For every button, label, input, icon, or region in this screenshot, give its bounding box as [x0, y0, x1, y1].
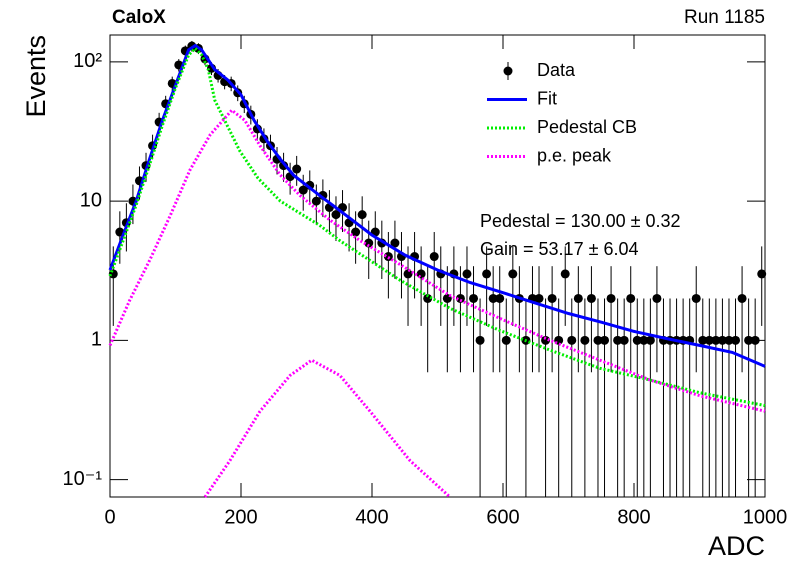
data-point: [495, 293, 505, 303]
legend-label: Data: [537, 60, 576, 80]
data-point: [586, 293, 596, 303]
data-point: [613, 335, 623, 345]
data-point: [580, 335, 590, 345]
x-tick-label: 800: [617, 506, 650, 528]
data-point: [298, 185, 308, 195]
data-point: [652, 293, 662, 303]
data-point: [606, 293, 616, 303]
data-point: [573, 293, 583, 303]
data-point: [711, 335, 721, 345]
data-point: [482, 269, 492, 279]
data-point: [724, 335, 734, 345]
x-axis-label: ADC: [708, 531, 765, 561]
data-point: [469, 293, 479, 303]
data-point: [488, 293, 498, 303]
legend-label: Fit: [537, 88, 557, 108]
curve: [108, 108, 766, 499]
y-axis-label: Events: [21, 35, 51, 118]
chart-title: CaloX: [112, 7, 166, 28]
curve: [108, 43, 766, 368]
data-point: [567, 335, 577, 345]
data-point: [600, 335, 610, 345]
data-point: [626, 293, 636, 303]
y-tick-label: 10²: [73, 50, 102, 72]
x-tick-label: 1000: [743, 506, 788, 528]
data-point: [691, 293, 701, 303]
data-point: [547, 293, 557, 303]
data-point: [403, 269, 413, 279]
y-tick-label: 10: [80, 189, 102, 211]
data-point: [311, 196, 321, 206]
y-tick-label: 1: [91, 329, 102, 351]
legend-swatch: [503, 66, 513, 76]
data-point: [357, 210, 367, 220]
annotation: Gain = 53.17 ± 6.04: [480, 239, 639, 259]
data-point: [619, 335, 629, 345]
data-point: [541, 335, 551, 345]
x-tick-label: 0: [104, 506, 115, 528]
data-point: [462, 269, 472, 279]
data-point: [698, 335, 708, 345]
data-point: [383, 252, 393, 262]
data-point: [717, 335, 727, 345]
data-point: [508, 269, 518, 279]
data-point: [364, 238, 374, 248]
data-point: [744, 335, 754, 345]
x-tick-label: 200: [224, 506, 257, 528]
legend-label: p.e. peak: [537, 145, 612, 165]
data-point: [560, 269, 570, 279]
data-point: [632, 335, 642, 345]
curve: [108, 46, 766, 408]
x-tick-label: 400: [355, 506, 388, 528]
data-point: [292, 164, 302, 174]
annotation: Pedestal = 130.00 ± 0.32: [480, 211, 681, 231]
plot-frame: [109, 34, 766, 498]
data-point: [593, 335, 603, 345]
data-point: [501, 335, 511, 345]
data-point: [390, 238, 400, 248]
y-tick-label: 10⁻¹: [63, 468, 103, 490]
data-point: [351, 227, 361, 237]
data-point: [534, 293, 544, 303]
data-point: [757, 269, 767, 279]
data-point: [475, 335, 485, 345]
data-point: [423, 293, 433, 303]
data-point: [331, 210, 341, 220]
data-point: [731, 335, 741, 345]
data-point: [737, 293, 747, 303]
data-point: [639, 335, 649, 345]
legend-label: Pedestal CB: [537, 117, 637, 137]
x-tick-label: 600: [486, 506, 519, 528]
data-point: [416, 269, 426, 279]
data-point: [455, 293, 465, 303]
run-label: Run 1185: [684, 7, 765, 28]
data-point: [645, 335, 655, 345]
data-point: [750, 335, 760, 345]
data-point: [429, 252, 439, 262]
data-point: [704, 335, 714, 345]
